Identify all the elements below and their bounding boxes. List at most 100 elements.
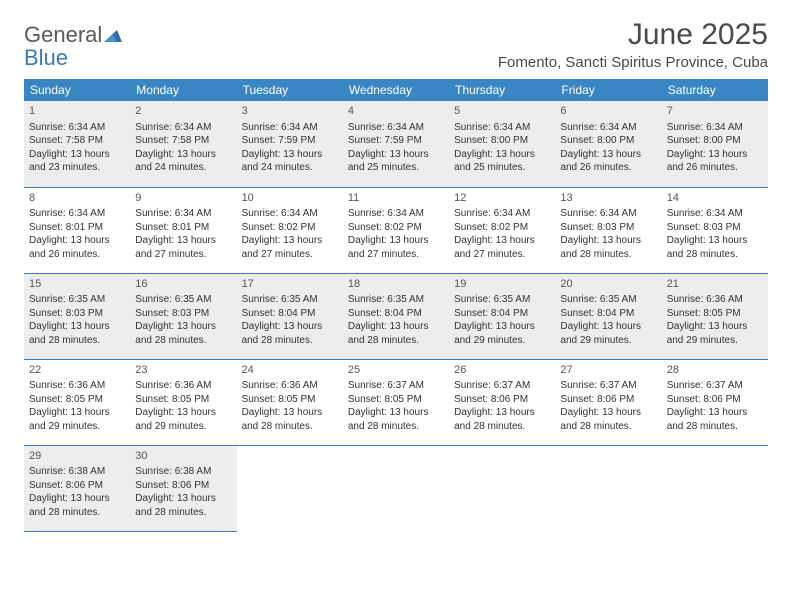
day-number: 27 bbox=[560, 363, 656, 378]
weekday-header: Friday bbox=[555, 79, 661, 101]
day-info: Sunrise: 6:35 AMSunset: 8:04 PMDaylight:… bbox=[348, 293, 444, 347]
day-info: Sunrise: 6:35 AMSunset: 8:04 PMDaylight:… bbox=[454, 293, 550, 347]
calendar-table: SundayMondayTuesdayWednesdayThursdayFrid… bbox=[24, 79, 768, 532]
day-info: Sunrise: 6:34 AMSunset: 7:59 PMDaylight:… bbox=[242, 121, 338, 175]
logo-arrow-icon bbox=[104, 28, 122, 47]
day-cell: 11Sunrise: 6:34 AMSunset: 8:02 PMDayligh… bbox=[343, 187, 449, 273]
day-info: Sunrise: 6:34 AMSunset: 8:00 PMDaylight:… bbox=[454, 121, 550, 175]
day-cell: 7 Sunrise: 6:34 AMSunset: 8:00 PMDaylight… bbox=[662, 101, 768, 187]
day-number: 9 bbox=[135, 191, 231, 206]
day-number: 25 bbox=[348, 363, 444, 378]
day-number: 28 bbox=[667, 363, 763, 378]
day-number: 23 bbox=[135, 363, 231, 378]
empty-cell bbox=[555, 445, 661, 531]
empty-cell bbox=[662, 445, 768, 531]
day-number: 13 bbox=[560, 191, 656, 206]
day-info: Sunrise: 6:35 AMSunset: 8:03 PMDaylight:… bbox=[135, 293, 231, 347]
day-cell: 4 Sunrise: 6:34 AMSunset: 7:59 PMDaylight… bbox=[343, 101, 449, 187]
title-block: June 2025 Fomento, Sancti Spiritus Provi… bbox=[498, 18, 768, 71]
day-number: 21 bbox=[667, 277, 763, 292]
day-info: Sunrise: 6:35 AMSunset: 8:03 PMDaylight:… bbox=[29, 293, 125, 347]
logo-text-2: Blue bbox=[24, 45, 68, 70]
day-cell: 14Sunrise: 6:34 AMSunset: 8:03 PMDayligh… bbox=[662, 187, 768, 273]
day-cell: 30Sunrise: 6:38 AMSunset: 8:06 PMDayligh… bbox=[130, 445, 236, 531]
day-cell: 1 Sunrise: 6:34 AMSunset: 7:58 PMDaylight… bbox=[24, 101, 130, 187]
day-cell: 28Sunrise: 6:37 AMSunset: 8:06 PMDayligh… bbox=[662, 359, 768, 445]
header: General Blue June 2025 Fomento, Sancti S… bbox=[24, 18, 768, 71]
day-cell: 13Sunrise: 6:34 AMSunset: 8:03 PMDayligh… bbox=[555, 187, 661, 273]
weekday-header: Sunday bbox=[24, 79, 130, 101]
calendar-week-row: 8Sunrise: 6:34 AMSunset: 8:01 PMDaylight… bbox=[24, 187, 768, 273]
day-number: 19 bbox=[454, 277, 550, 292]
day-info: Sunrise: 6:36 AMSunset: 8:05 PMDaylight:… bbox=[29, 379, 125, 433]
day-number: 14 bbox=[667, 191, 763, 206]
page-title: June 2025 bbox=[498, 18, 768, 52]
day-cell: 8Sunrise: 6:34 AMSunset: 8:01 PMDaylight… bbox=[24, 187, 130, 273]
day-number: 11 bbox=[348, 191, 444, 206]
weekday-header: Thursday bbox=[449, 79, 555, 101]
weekday-header: Monday bbox=[130, 79, 236, 101]
day-number: 17 bbox=[242, 277, 338, 292]
calendar-week-row: 1 Sunrise: 6:34 AMSunset: 7:58 PMDaylight… bbox=[24, 101, 768, 187]
day-info: Sunrise: 6:37 AMSunset: 8:06 PMDaylight:… bbox=[560, 379, 656, 433]
day-number: 7 bbox=[667, 104, 763, 119]
day-number: 3 bbox=[242, 104, 338, 119]
day-info: Sunrise: 6:34 AMSunset: 8:03 PMDaylight:… bbox=[667, 207, 763, 261]
day-number: 26 bbox=[454, 363, 550, 378]
day-number: 4 bbox=[348, 104, 444, 119]
day-info: Sunrise: 6:36 AMSunset: 8:05 PMDaylight:… bbox=[135, 379, 231, 433]
day-cell: 3 Sunrise: 6:34 AMSunset: 7:59 PMDaylight… bbox=[237, 101, 343, 187]
day-info: Sunrise: 6:34 AMSunset: 7:58 PMDaylight:… bbox=[29, 121, 125, 175]
empty-cell bbox=[343, 445, 449, 531]
day-number: 16 bbox=[135, 277, 231, 292]
calendar-week-row: 29Sunrise: 6:38 AMSunset: 8:06 PMDayligh… bbox=[24, 445, 768, 531]
calendar-body: 1 Sunrise: 6:34 AMSunset: 7:58 PMDaylight… bbox=[24, 101, 768, 531]
day-number: 15 bbox=[29, 277, 125, 292]
day-info: Sunrise: 6:34 AMSunset: 7:59 PMDaylight:… bbox=[348, 121, 444, 175]
day-cell: 21Sunrise: 6:36 AMSunset: 8:05 PMDayligh… bbox=[662, 273, 768, 359]
day-info: Sunrise: 6:38 AMSunset: 8:06 PMDaylight:… bbox=[135, 465, 231, 519]
day-cell: 18Sunrise: 6:35 AMSunset: 8:04 PMDayligh… bbox=[343, 273, 449, 359]
day-info: Sunrise: 6:35 AMSunset: 8:04 PMDaylight:… bbox=[560, 293, 656, 347]
weekday-header-row: SundayMondayTuesdayWednesdayThursdayFrid… bbox=[24, 79, 768, 101]
day-info: Sunrise: 6:38 AMSunset: 8:06 PMDaylight:… bbox=[29, 465, 125, 519]
day-number: 29 bbox=[29, 449, 125, 464]
day-info: Sunrise: 6:34 AMSunset: 8:01 PMDaylight:… bbox=[29, 207, 125, 261]
day-info: Sunrise: 6:37 AMSunset: 8:05 PMDaylight:… bbox=[348, 379, 444, 433]
day-info: Sunrise: 6:34 AMSunset: 8:03 PMDaylight:… bbox=[560, 207, 656, 261]
day-cell: 12Sunrise: 6:34 AMSunset: 8:02 PMDayligh… bbox=[449, 187, 555, 273]
calendar-week-row: 22Sunrise: 6:36 AMSunset: 8:05 PMDayligh… bbox=[24, 359, 768, 445]
day-number: 8 bbox=[29, 191, 125, 206]
day-number: 30 bbox=[135, 449, 231, 464]
day-info: Sunrise: 6:34 AMSunset: 7:58 PMDaylight:… bbox=[135, 121, 231, 175]
day-info: Sunrise: 6:35 AMSunset: 8:04 PMDaylight:… bbox=[242, 293, 338, 347]
day-number: 24 bbox=[242, 363, 338, 378]
location-text: Fomento, Sancti Spiritus Province, Cuba bbox=[498, 54, 768, 71]
day-number: 2 bbox=[135, 104, 231, 119]
day-cell: 27Sunrise: 6:37 AMSunset: 8:06 PMDayligh… bbox=[555, 359, 661, 445]
day-cell: 6Sunrise: 6:34 AMSunset: 8:00 PMDaylight… bbox=[555, 101, 661, 187]
day-info: Sunrise: 6:34 AMSunset: 8:01 PMDaylight:… bbox=[135, 207, 231, 261]
calendar-week-row: 15Sunrise: 6:35 AMSunset: 8:03 PMDayligh… bbox=[24, 273, 768, 359]
day-info: Sunrise: 6:34 AMSunset: 8:02 PMDaylight:… bbox=[348, 207, 444, 261]
day-info: Sunrise: 6:36 AMSunset: 8:05 PMDaylight:… bbox=[667, 293, 763, 347]
weekday-header: Wednesday bbox=[343, 79, 449, 101]
day-info: Sunrise: 6:34 AMSunset: 8:00 PMDaylight:… bbox=[667, 121, 763, 175]
day-number: 1 bbox=[29, 104, 125, 119]
day-number: 22 bbox=[29, 363, 125, 378]
day-cell: 10Sunrise: 6:34 AMSunset: 8:02 PMDayligh… bbox=[237, 187, 343, 273]
day-cell: 25Sunrise: 6:37 AMSunset: 8:05 PMDayligh… bbox=[343, 359, 449, 445]
day-cell: 23Sunrise: 6:36 AMSunset: 8:05 PMDayligh… bbox=[130, 359, 236, 445]
day-cell: 29Sunrise: 6:38 AMSunset: 8:06 PMDayligh… bbox=[24, 445, 130, 531]
day-cell: 20Sunrise: 6:35 AMSunset: 8:04 PMDayligh… bbox=[555, 273, 661, 359]
day-info: Sunrise: 6:37 AMSunset: 8:06 PMDaylight:… bbox=[667, 379, 763, 433]
weekday-header: Saturday bbox=[662, 79, 768, 101]
day-number: 10 bbox=[242, 191, 338, 206]
logo: General Blue bbox=[24, 18, 122, 70]
day-cell: 19Sunrise: 6:35 AMSunset: 8:04 PMDayligh… bbox=[449, 273, 555, 359]
day-number: 20 bbox=[560, 277, 656, 292]
day-cell: 9Sunrise: 6:34 AMSunset: 8:01 PMDaylight… bbox=[130, 187, 236, 273]
day-info: Sunrise: 6:37 AMSunset: 8:06 PMDaylight:… bbox=[454, 379, 550, 433]
day-cell: 22Sunrise: 6:36 AMSunset: 8:05 PMDayligh… bbox=[24, 359, 130, 445]
day-info: Sunrise: 6:36 AMSunset: 8:05 PMDaylight:… bbox=[242, 379, 338, 433]
